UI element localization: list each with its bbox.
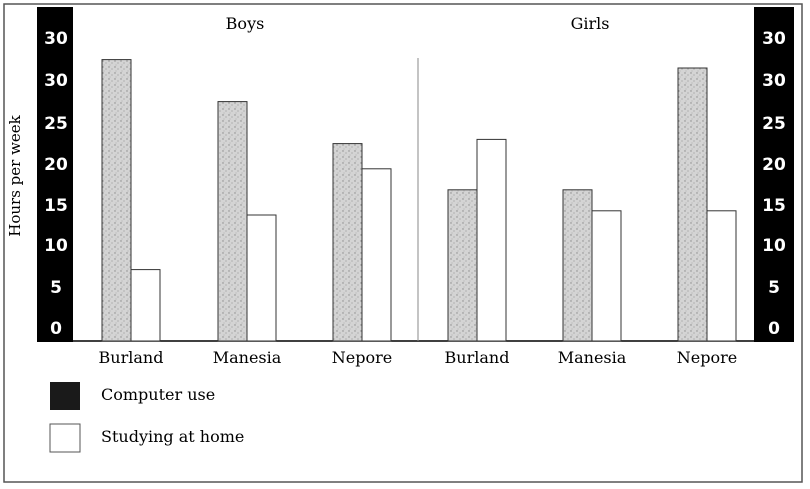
category-label: Nepore [677, 348, 737, 367]
category-label: Nepore [332, 348, 392, 367]
bar-computer-use [101, 59, 132, 342]
right-tick-label: 0 [768, 319, 780, 339]
left-tick-label: 0 [50, 319, 62, 339]
bar-studying-at-home [361, 168, 392, 342]
bar-computer-use [562, 189, 593, 342]
bar-studying-at-home [706, 210, 737, 342]
bar-studying-at-home [591, 210, 622, 342]
right-tick-label: 15 [762, 196, 786, 216]
bar-computer-use [447, 189, 478, 342]
left-axis-ticks: 0 5 10 15 20 25 30 30 [44, 29, 68, 339]
bar-computer-use [332, 143, 363, 342]
category-label: Manesia [213, 348, 282, 367]
right-tick-label: 25 [762, 114, 786, 134]
left-tick-label: 15 [44, 196, 68, 216]
bar-studying-at-home [476, 138, 507, 342]
category-label: Burland [445, 348, 510, 367]
right-axis-ticks: 0 5 10 15 20 25 30 30 [762, 29, 786, 339]
left-axis-band [37, 7, 73, 342]
right-tick-label: 30 [762, 71, 786, 91]
legend-swatch-studying [49, 423, 81, 453]
legend-label-computer-use: Computer use [101, 385, 215, 404]
category-labels: Burland Manesia Nepore Burland Manesia Nepore [99, 348, 738, 367]
legend-swatch-computer-use [50, 382, 80, 410]
right-tick-label: 20 [762, 155, 786, 175]
panel-title-girls: Girls [571, 14, 610, 33]
bar-studying-at-home [246, 214, 277, 342]
bar-computer-use [217, 101, 248, 342]
bars [101, 59, 737, 342]
left-tick-label: 20 [44, 155, 68, 175]
right-tick-label: 30 [762, 29, 786, 49]
bar-studying-at-home [130, 269, 161, 342]
left-tick-label: 5 [50, 278, 62, 298]
left-tick-label: 25 [44, 114, 68, 134]
left-tick-label: 30 [44, 29, 68, 49]
y-axis-title: Hours per week [6, 114, 24, 236]
category-label: Burland [99, 348, 164, 367]
left-tick-label: 30 [44, 71, 68, 91]
legend-label-studying: Studying at home [101, 427, 244, 446]
panel-title-boys: Boys [226, 14, 265, 33]
right-tick-label: 5 [768, 278, 780, 298]
left-tick-label: 10 [44, 236, 68, 256]
right-axis-band [754, 7, 794, 342]
right-tick-label: 10 [762, 236, 786, 256]
outer-frame [3, 3, 803, 483]
category-label: Manesia [558, 348, 627, 367]
bar-computer-use [677, 67, 708, 342]
